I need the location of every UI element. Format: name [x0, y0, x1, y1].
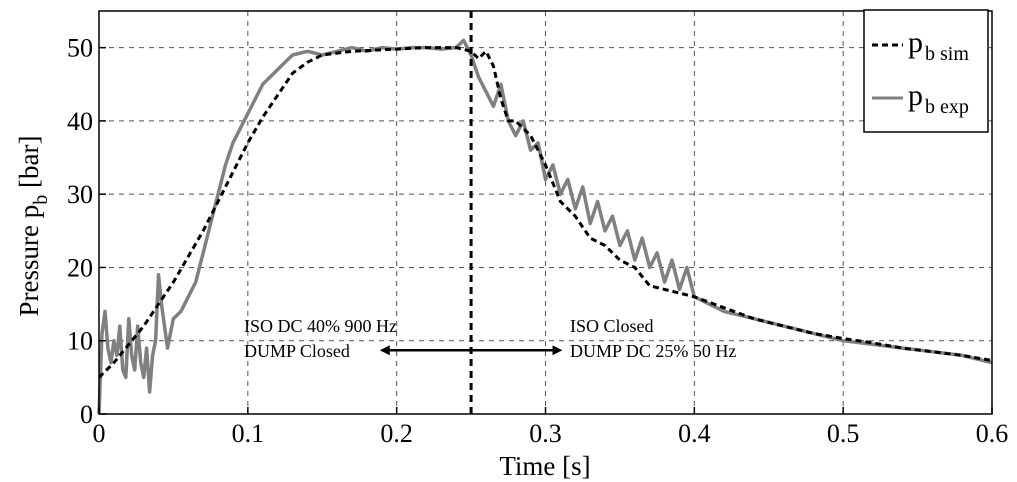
x-tick-label: 0 — [93, 419, 106, 448]
grid — [99, 11, 992, 414]
legend-label-exp-main: p — [908, 79, 923, 112]
series-layer — [97, 38, 993, 415]
series-b-sim — [97, 46, 993, 379]
y-tick-label: 20 — [67, 253, 93, 282]
y-axis-label: Pressure pb [bar] — [14, 136, 52, 317]
series-b-exp — [97, 38, 993, 415]
legend-label-sim-sub: b sim — [925, 43, 969, 65]
legend-box — [863, 9, 989, 133]
y-tick-label: 30 — [67, 180, 93, 209]
x-tick-label: 0.6 — [976, 419, 1009, 448]
x-tick-label: 0.2 — [380, 419, 413, 448]
annotation-left-line2: DUMP Closed — [244, 341, 350, 361]
y-tick-label: 40 — [67, 107, 93, 136]
y-axis-label-unit: [bar] — [14, 136, 44, 195]
annotations: ISO DC 40% 900 Hz DUMP Closed ISO Closed… — [244, 316, 736, 361]
x-tick-label: 0.4 — [678, 419, 711, 448]
y-tick-label: 10 — [67, 327, 93, 356]
annotation-left-line1: ISO DC 40% 900 Hz — [244, 316, 397, 336]
x-tick-label: 0.1 — [232, 419, 265, 448]
x-tick-label: 0.5 — [827, 419, 860, 448]
ticks: 0 0.1 0.2 0.3 0.4 0.5 0.6 0 10 20 30 40 50 — [67, 34, 1008, 448]
y-axis-label-sub: b — [30, 195, 52, 205]
legend-label-exp-sub: b exp — [925, 96, 969, 118]
annotation-right-line2: DUMP DC 25% 50 Hz — [570, 341, 736, 361]
annotation-right-line1: ISO Closed — [570, 316, 654, 336]
x-axis-label: Time [s] — [499, 451, 590, 481]
y-tick-label: 50 — [67, 34, 93, 63]
legend-label-sim-main: p — [908, 26, 923, 59]
y-axis-label-main: Pressure p — [14, 205, 44, 317]
y-tick-label: 0 — [80, 400, 93, 429]
x-tick-label: 0.3 — [529, 419, 562, 448]
